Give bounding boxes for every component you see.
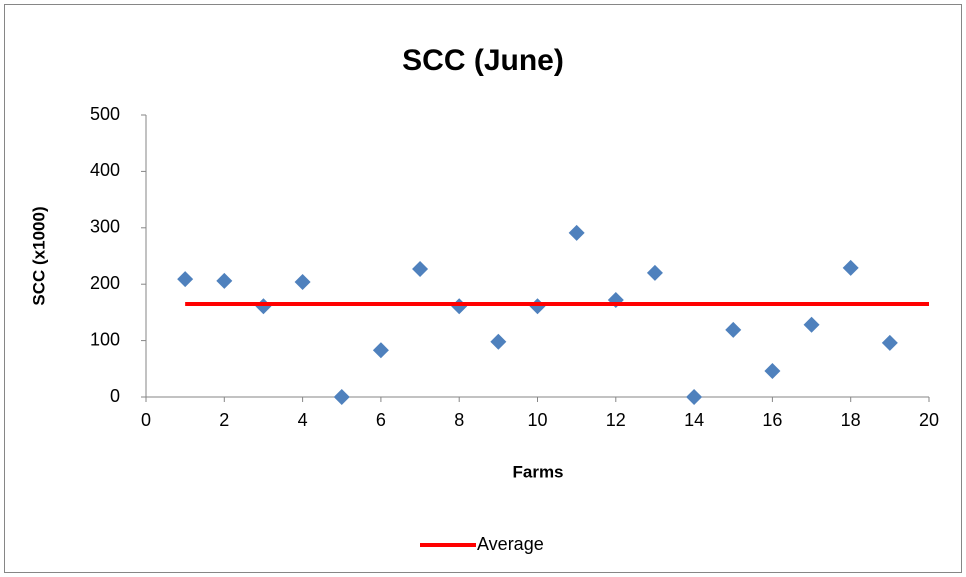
y-tick-label: 400 <box>90 160 120 180</box>
data-point <box>881 334 898 351</box>
x-tick-label: 4 <box>298 410 308 430</box>
y-tick-label: 200 <box>90 273 120 293</box>
data-point <box>764 363 781 380</box>
x-tick-label: 0 <box>141 410 151 430</box>
data-point <box>646 264 663 281</box>
y-axis-label: SCC (x1000) <box>29 206 48 305</box>
data-point <box>412 260 429 277</box>
x-tick-label: 6 <box>376 410 386 430</box>
y-tick-label: 0 <box>110 386 120 406</box>
data-point <box>842 259 859 276</box>
data-point <box>372 342 389 359</box>
x-tick-label: 2 <box>219 410 229 430</box>
x-tick-label: 10 <box>527 410 547 430</box>
x-tick-label: 12 <box>606 410 626 430</box>
data-point <box>490 333 507 350</box>
data-point <box>216 272 233 289</box>
chart-title: SCC (June) <box>402 44 564 77</box>
legend-label: Average <box>477 534 544 554</box>
x-tick-label: 14 <box>684 410 704 430</box>
x-tick-label: 20 <box>919 410 939 430</box>
x-tick-label: 18 <box>841 410 861 430</box>
x-tick-label: 8 <box>454 410 464 430</box>
y-tick-label: 500 <box>90 104 120 124</box>
data-point <box>294 273 311 290</box>
data-point <box>803 316 820 333</box>
data-point <box>568 224 585 241</box>
x-tick-label: 16 <box>762 410 782 430</box>
data-point <box>177 271 194 288</box>
data-point <box>725 321 742 338</box>
data-point <box>333 389 350 405</box>
data-point <box>686 389 703 405</box>
x-axis-label: Farms <box>512 462 563 481</box>
y-tick-label: 300 <box>90 217 120 237</box>
chart-border <box>4 4 962 573</box>
y-tick-label: 100 <box>90 329 120 349</box>
